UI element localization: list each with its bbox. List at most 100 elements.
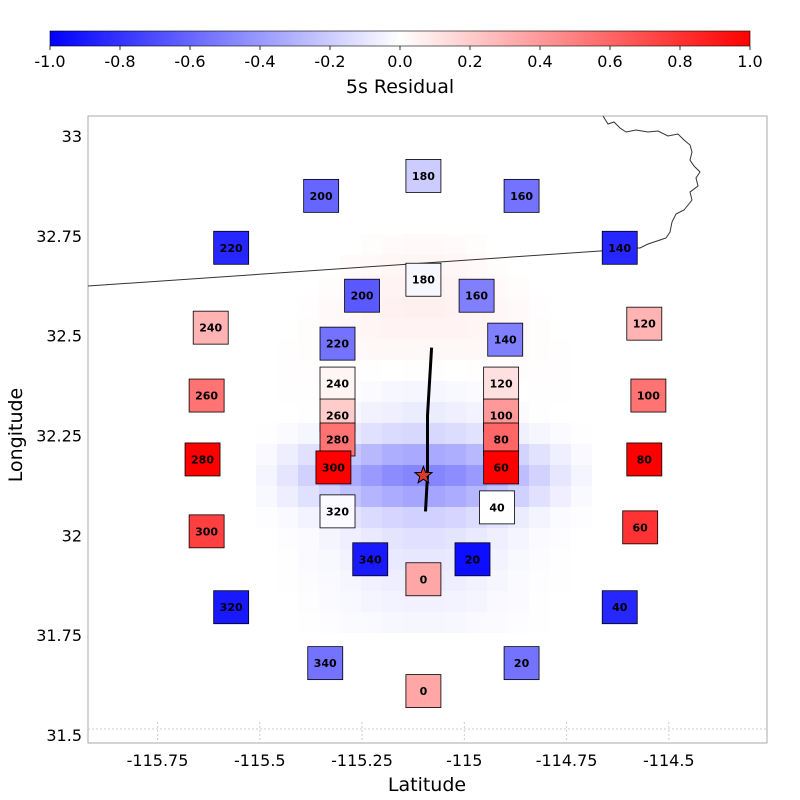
station-label: 200 [310, 190, 333, 203]
heatmap-cell [403, 423, 424, 444]
station-marker: 60 [483, 450, 520, 485]
heatmap-cell [403, 318, 424, 339]
colorbar: -1.0 -0.8 -0.6 -0.4 -0.2 0.0 0.2 0.4 0.6 0.8 1.0 5… [34, 30, 763, 98]
station-box [487, 322, 524, 357]
station-box [188, 378, 225, 413]
heatmap-cell [571, 486, 592, 507]
heatmap-cell [487, 612, 508, 633]
heatmap-cell [382, 402, 403, 423]
station-label: 260 [195, 390, 218, 403]
station-box [319, 366, 356, 401]
heatmap-cell [403, 591, 424, 612]
heatmap-cell [403, 528, 424, 549]
colorbar-label: 5s Residual [346, 76, 454, 98]
heatmap-cell [445, 402, 466, 423]
heatmap-cell [529, 297, 550, 318]
station-label: 100 [637, 390, 660, 403]
heatmap-cell [382, 591, 403, 612]
station-box [307, 646, 344, 681]
heatmap-cell [382, 360, 403, 381]
y-tick-label: 32 [62, 526, 82, 545]
station-label: 60 [633, 521, 649, 534]
colorbar-gradient [49, 30, 751, 47]
heatmap-cell [529, 360, 550, 381]
station-label: 60 [493, 461, 509, 474]
heatmap-cell [466, 255, 487, 276]
heatmap-cell [508, 570, 529, 591]
heatmap-cell [277, 402, 298, 423]
station-label: 220 [220, 242, 243, 255]
station-label: 240 [199, 322, 222, 335]
station-marker: 300 [188, 514, 225, 549]
heatmap-cell [298, 402, 319, 423]
station-box [626, 306, 663, 341]
heatmap-cell [424, 612, 445, 633]
station-box [344, 278, 380, 313]
station-label: 280 [191, 453, 214, 466]
heatmap-cell [403, 486, 424, 507]
heatmap-cell [529, 591, 550, 612]
station-marker: 100 [630, 378, 667, 413]
heatmap-cell [256, 549, 277, 570]
station-marker: 220 [213, 230, 250, 265]
station-marker: 300 [315, 450, 352, 485]
heatmap-cell [445, 423, 466, 444]
colorbar-tick-label: 0.2 [457, 52, 482, 71]
station-label: 120 [490, 378, 513, 391]
heatmap-cell [529, 465, 550, 486]
station-marker: 80 [626, 442, 663, 477]
heatmap-cell [445, 381, 466, 402]
heatmap-cell [445, 486, 466, 507]
heatmap-cell [424, 360, 445, 381]
station-marker: 60 [622, 510, 659, 545]
heatmap-cell [361, 234, 382, 255]
station-label: 180 [412, 170, 435, 183]
heatmap-cell [361, 402, 382, 423]
x-tick-label: -114.75 [536, 751, 598, 770]
station-label: 300 [195, 525, 218, 538]
station-box [213, 590, 250, 625]
heatmap-cell [487, 528, 508, 549]
station-box [503, 178, 540, 213]
station-label: 240 [326, 378, 349, 391]
heatmap-cell [382, 486, 403, 507]
station-box [479, 490, 515, 525]
station-marker: 340 [307, 646, 344, 681]
station-marker: 280 [184, 442, 221, 477]
heatmap-cell [277, 549, 298, 570]
station-box [405, 262, 442, 297]
station-box [405, 674, 442, 708]
station-box [319, 326, 356, 361]
heatmap-cell [466, 444, 487, 465]
coastline [599, 116, 701, 252]
heatmap-cell [361, 339, 382, 360]
station-label: 340 [359, 553, 382, 566]
colorbar-ticks: -1.0 -0.8 -0.6 -0.4 -0.2 0.0 0.2 0.4 0.6 0.8 1.0 [34, 46, 763, 71]
colorbar-tick-label: -0.6 [174, 52, 205, 71]
heatmap-cell [319, 570, 340, 591]
station-marker: 320 [319, 494, 356, 529]
station-marker: 80 [483, 422, 520, 457]
station-box [303, 178, 340, 213]
station-box [405, 159, 442, 193]
heatmap-cell [571, 465, 592, 486]
heatmap-cell [403, 444, 424, 465]
station-box [454, 542, 491, 577]
rupture-trace [424, 347, 434, 512]
y-tick-label: 31.75 [36, 626, 82, 645]
heatmap-cell [529, 381, 550, 402]
heatmap-cell [466, 234, 487, 255]
station-marker: 160 [503, 178, 540, 213]
station-marker: 40 [479, 490, 515, 525]
station-marker: 220 [319, 326, 356, 361]
heatmap-cell [382, 297, 403, 318]
station-label: 300 [322, 461, 345, 474]
heatmap-cell [403, 507, 424, 528]
heatmap-cell [508, 297, 529, 318]
station-box [192, 310, 229, 345]
heatmap-cell [529, 570, 550, 591]
heatmap-cell [340, 591, 361, 612]
heatmap-cell [277, 591, 298, 612]
station-marker: 120 [626, 306, 663, 341]
station-box [405, 562, 442, 597]
